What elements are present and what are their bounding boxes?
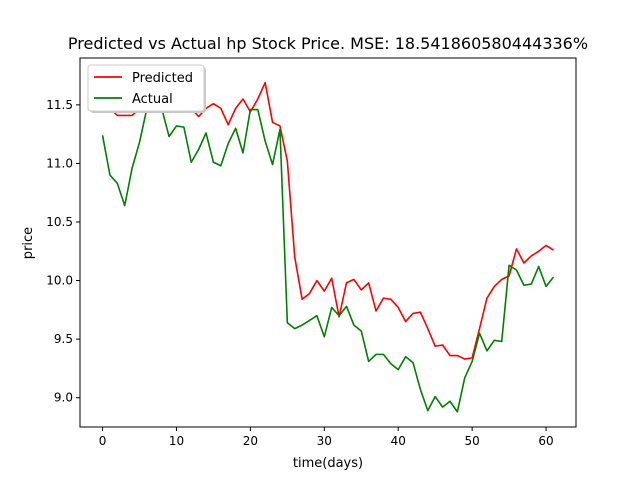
- legend-label-actual: Actual: [132, 92, 173, 107]
- axes-frame: [79, 57, 577, 428]
- x-tick-label: 30: [317, 434, 332, 448]
- x-axis-label: time(days): [293, 456, 363, 471]
- legend: Predicted Actual: [87, 64, 206, 113]
- series-line-actual: [101, 107, 555, 413]
- y-tick-label: 9.0: [54, 391, 73, 405]
- y-tick-label: 11.0: [46, 156, 73, 170]
- y-tick-label: 10.0: [46, 274, 73, 288]
- y-tick-label: 10.5: [46, 215, 73, 229]
- x-tick-label: 0: [99, 434, 107, 448]
- y-axis-label: price: [21, 227, 36, 259]
- x-tick-label: 50: [465, 434, 480, 448]
- x-axis: 0 10 20 30 40 50 60: [99, 427, 554, 448]
- legend-label-predicted: Predicted: [132, 71, 193, 86]
- plot-area: [101, 81, 555, 413]
- x-tick-label: 20: [243, 434, 258, 448]
- chart-title: Predicted vs Actual hp Stock Price. MSE:…: [68, 34, 588, 53]
- x-tick-label: 60: [538, 434, 553, 448]
- x-tick-label: 40: [391, 434, 406, 448]
- series-line-predicted: [102, 81, 554, 360]
- y-axis: 9.0 9.5 10.0 10.5 11.0 11.5: [46, 98, 80, 405]
- y-tick-label: 11.5: [46, 98, 73, 112]
- y-tick-label: 9.5: [54, 332, 73, 346]
- x-tick-label: 10: [169, 434, 184, 448]
